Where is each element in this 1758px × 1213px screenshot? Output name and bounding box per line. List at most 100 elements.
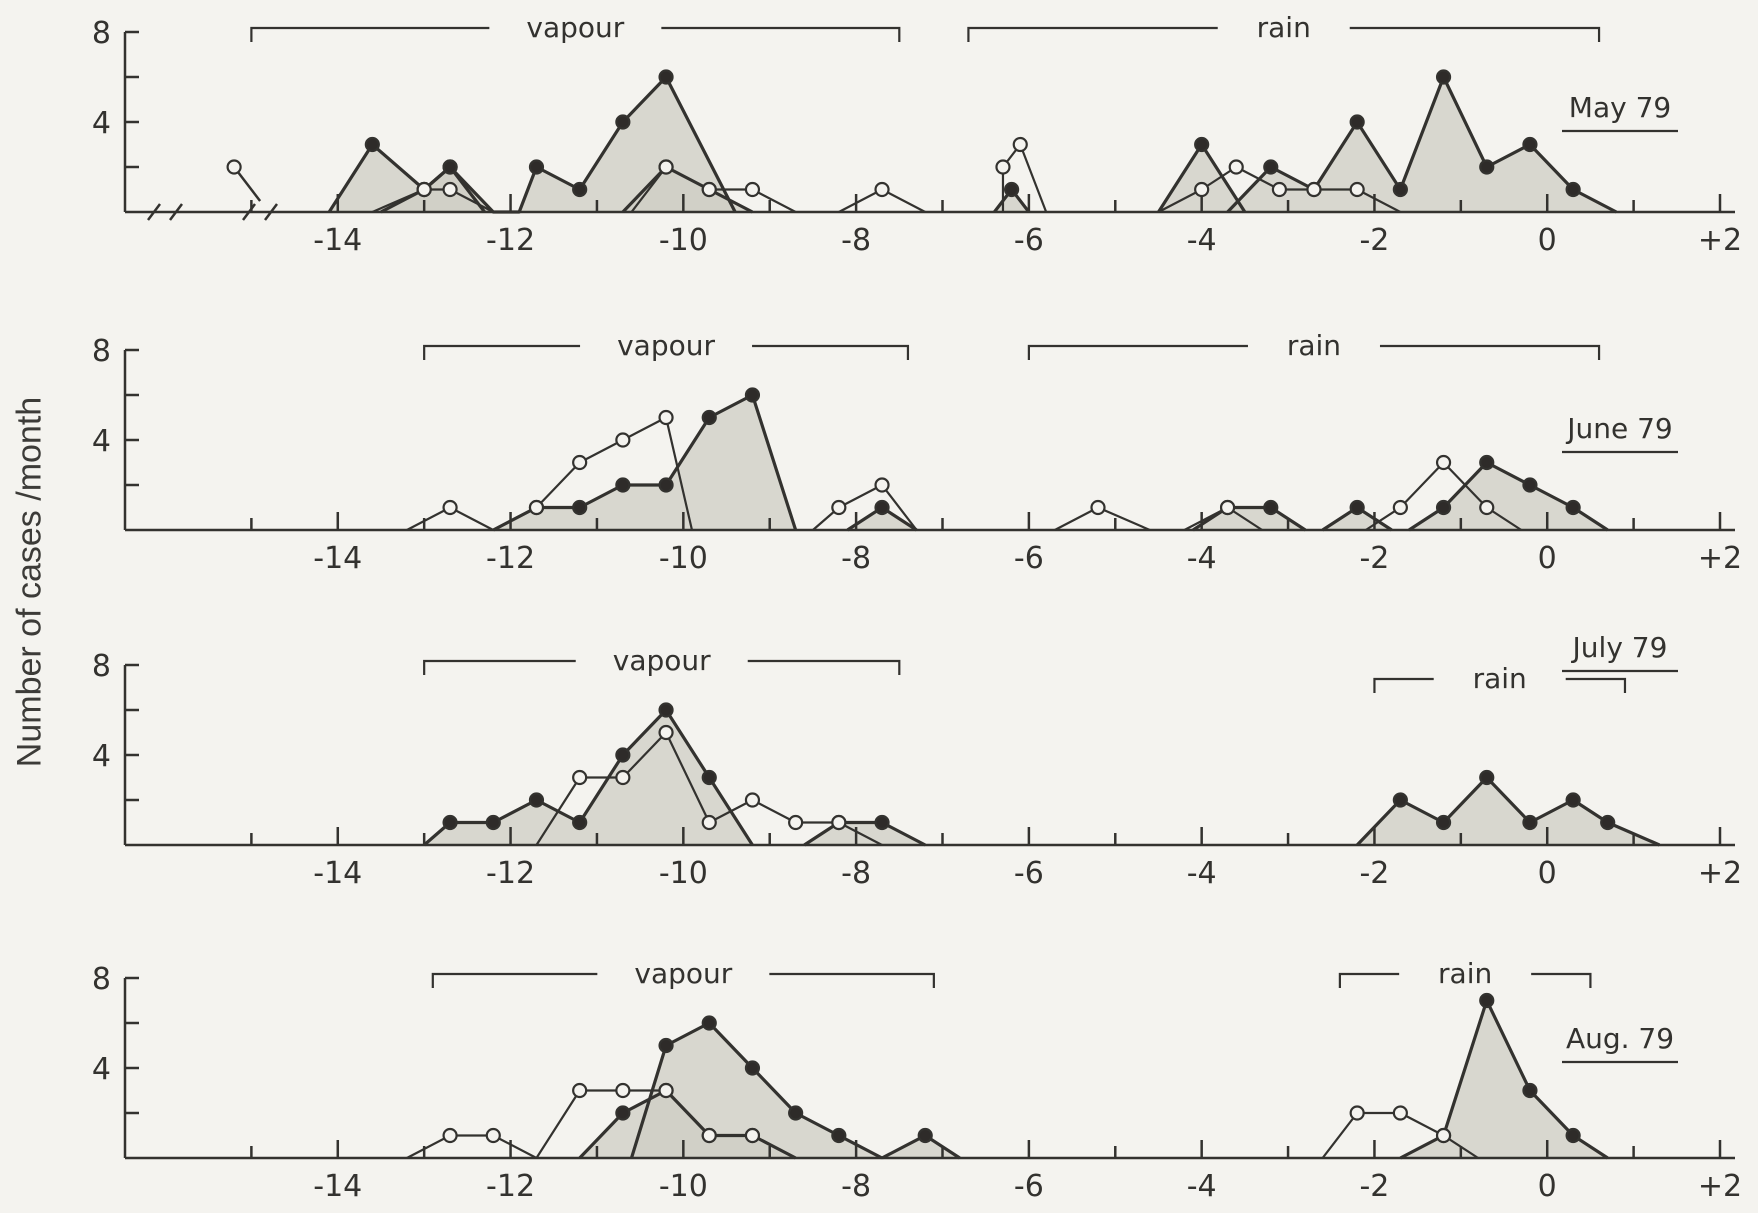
series-line [327,75,737,214]
data-point-filled [744,1060,761,1076]
bracket-label: vapour [526,11,624,44]
data-point-filled [572,814,588,831]
series-line [812,483,918,531]
data-point-filled [485,814,501,831]
x-tick-label: 0 [1538,1169,1557,1204]
data-point-filled [1392,181,1408,198]
x-tick-label: +2 [1698,856,1742,891]
data-point-open [442,499,458,516]
data-point-filled [1479,992,1495,1009]
x-tick-label: -4 [1187,856,1217,891]
data-point-filled [528,792,545,808]
bracket-label: rain [1287,329,1341,362]
x-tick-label: -6 [1014,856,1044,891]
data-point-open [1306,181,1322,198]
data-point-open [416,181,432,198]
data-point-open [528,499,545,516]
x-tick-label: -4 [1187,1169,1217,1204]
data-point-open [572,454,588,471]
bracket-right [1349,26,1601,42]
bracket-left [423,344,581,360]
data-point-filled [1435,499,1452,516]
data-point-filled [1392,792,1408,808]
bracket-label: vapour [617,329,715,362]
data-point-open [831,499,847,516]
bracket-rain: rain [1027,329,1601,362]
data-point-filled [1522,136,1538,153]
data-point-open [744,1127,761,1144]
data-point-open [485,1127,501,1144]
data-point-open [658,724,674,741]
bracket-left [1338,972,1400,988]
month-label: Aug. 79 [1566,1022,1674,1055]
data-point-open [615,769,631,786]
x-tick-label: +2 [1698,223,1742,258]
panel-2: 4 8 -14 -12 -10 -8 -6 -4 -2 0 +2 vapour rain June 79 [92,329,1742,576]
data-point-filled [701,409,717,426]
x-tick-label: -8 [841,856,871,891]
data-point-filled [658,69,674,85]
bracket-right [769,972,935,988]
bracket-left [250,26,490,42]
data-point-filled [364,136,380,153]
y-tick-label: 4 [92,1052,111,1087]
data-point-filled [572,181,588,198]
series-area [847,507,917,530]
y-tick-label: 4 [92,739,111,774]
data-point-filled [615,1105,631,1121]
data-point-open [1194,181,1210,198]
data-point-filled [1349,499,1365,516]
data-point-open [658,409,674,426]
data-point-open [874,477,890,493]
x-tick-label: -8 [841,1169,871,1204]
axis-break-mark [242,203,256,221]
x-tick-label: -12 [486,856,535,891]
bracket-right [747,659,901,675]
series-area [493,395,796,530]
x-tick-label: 0 [1538,541,1557,576]
x-tick-label: -2 [1359,1169,1389,1204]
data-point-filled [1522,477,1538,493]
data-point-filled [701,1015,717,1031]
data-point-filled [1565,499,1581,516]
panel-3: 4 8 -14 -12 -10 -8 -6 -4 -2 0 +2 vapour rain July 79 [92,631,1742,891]
data-point-open [701,1127,717,1144]
data-point-filled [1565,181,1581,198]
data-point-open [831,814,847,831]
data-point-open [615,432,631,448]
data-point-filled [1004,181,1020,198]
x-tick-label: -14 [313,223,362,258]
data-point-open [1435,1127,1452,1144]
data-point-open [1479,499,1495,516]
data-point-filled [1565,1127,1581,1144]
x-tick-label: -12 [486,541,535,576]
month-label: July 79 [1571,631,1668,664]
data-point-filled [1263,499,1279,516]
series-line [1192,505,1307,532]
bracket-vapour: vapour [431,957,935,990]
data-point-filled [1194,136,1210,153]
data-point-filled [1435,814,1452,831]
bracket-vapour: vapour [423,329,910,362]
series-line [492,416,694,531]
axis-break-mark [264,203,278,221]
axis-break-mark [169,203,183,221]
bracket-left [1373,677,1434,693]
data-point-filled [658,1037,674,1054]
data-point-filled [1479,159,1495,175]
data-point-filled [615,477,631,493]
bracket-right [1565,677,1627,693]
data-point-open [1228,159,1244,175]
data-point-open [572,769,588,786]
data-point-filled [874,499,890,516]
data-point-open [442,181,458,198]
y-tick-label: 4 [92,424,111,459]
bracket-left [967,26,1218,42]
data-point-open [1090,499,1106,516]
bracket-left [1027,344,1248,360]
x-tick-label: -12 [486,223,535,258]
data-point-open [874,181,890,198]
series-line [406,1134,537,1159]
data-point-filled [658,702,674,718]
